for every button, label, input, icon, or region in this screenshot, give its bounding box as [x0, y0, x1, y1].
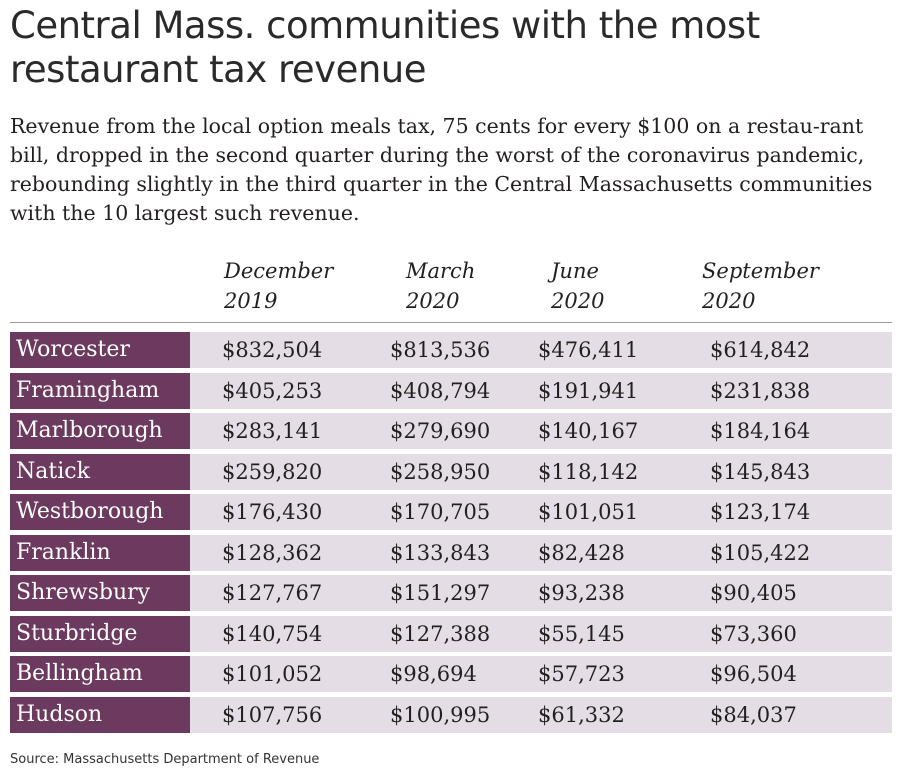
revenue-value: $176,430 [222, 500, 323, 524]
revenue-value: $127,767 [222, 581, 323, 605]
revenue-value: $476,411 [538, 338, 639, 362]
revenue-value: $82,428 [538, 540, 625, 565]
revenue-value: $405,253 [222, 378, 323, 403]
revenue-value: $258,950 [390, 459, 491, 484]
source-note: Source: Massachusetts Department of Reve… [10, 752, 320, 767]
revenue-value: $96,504 [710, 662, 797, 686]
community-label: Framingham [10, 372, 190, 409]
column-header: December 2019 [224, 259, 334, 313]
community-label: Bellingham [10, 656, 190, 692]
revenue-value: $133,843 [390, 540, 491, 565]
table-row: Framingham $405,253 $408,794 $191,941 $231,8… [10, 372, 892, 409]
column-header: March 2020 [406, 259, 476, 313]
community-label: Sturbridge [10, 615, 190, 652]
revenue-value: $191,941 [538, 378, 639, 403]
community-label: Worcester [10, 332, 190, 368]
revenue-value: $145,843 [710, 459, 811, 484]
revenue-value: $123,174 [710, 500, 811, 524]
revenue-value: $170,705 [390, 500, 491, 524]
revenue-value: $151,297 [390, 581, 491, 605]
revenue-value: $105,422 [710, 540, 811, 565]
revenue-value: $259,820 [222, 459, 323, 484]
chart-title: Central Mass. communities with the most … [10, 4, 760, 91]
table-row: Sturbridge $140,754 $127,388 $55,145 $73,360 [10, 615, 892, 652]
revenue-value: $614,842 [710, 338, 811, 362]
revenue-value: $231,838 [710, 378, 811, 403]
table-row: Worcester $832,504 $813,536 $476,411 $614,84… [10, 332, 892, 368]
revenue-value: $128,362 [222, 540, 323, 565]
table-row: Marlborough $283,141 $279,690 $140,167 $184,… [10, 413, 892, 449]
revenue-value: $101,052 [222, 662, 323, 686]
column-header: September 2020 [702, 259, 819, 313]
revenue-value: $57,723 [538, 662, 625, 686]
community-label: Franklin [10, 534, 190, 571]
revenue-value: $118,142 [538, 459, 639, 484]
table-row: Natick $259,820 $258,950 $118,142 $145,843 [10, 453, 892, 490]
community-label: Hudson [10, 696, 190, 733]
community-label: Natick [10, 453, 190, 490]
revenue-value: $100,995 [390, 702, 491, 727]
table-row: Bellingham $101,052 $98,694 $57,723 $96,504 [10, 656, 892, 692]
revenue-value: $61,332 [538, 702, 625, 727]
revenue-value: $84,037 [710, 702, 797, 727]
community-label: Westborough [10, 494, 190, 530]
table-row: Franklin $128,362 $133,843 $82,428 $105,422 [10, 534, 892, 571]
revenue-value: $832,504 [222, 338, 323, 362]
chart-subtitle: Revenue from the local option meals tax,… [10, 114, 873, 225]
revenue-value: $140,754 [222, 621, 323, 646]
community-label: Marlborough [10, 413, 190, 449]
revenue-value: $93,238 [538, 581, 625, 605]
column-header: June 2020 [551, 259, 605, 313]
revenue-value: $184,164 [710, 419, 811, 443]
revenue-value: $813,536 [390, 338, 491, 362]
table-row: Shrewsbury $127,767 $151,297 $93,238 $90,405 [10, 575, 892, 611]
revenue-value: $73,360 [710, 621, 797, 646]
revenue-value: $90,405 [710, 581, 797, 605]
table-row: Westborough $176,430 $170,705 $101,051 $123,… [10, 494, 892, 530]
revenue-value: $107,756 [222, 702, 323, 727]
revenue-value: $98,694 [390, 662, 477, 686]
community-label: Shrewsbury [10, 575, 190, 611]
header-divider [10, 322, 892, 323]
revenue-value: $279,690 [390, 419, 491, 443]
revenue-value: $127,388 [390, 621, 491, 646]
revenue-value: $55,145 [538, 621, 625, 646]
revenue-value: $408,794 [390, 378, 491, 403]
revenue-value: $101,051 [538, 500, 639, 524]
revenue-value: $140,167 [538, 419, 639, 443]
revenue-value: $283,141 [222, 419, 323, 443]
table-row: Hudson $107,756 $100,995 $61,332 $84,037 [10, 696, 892, 733]
